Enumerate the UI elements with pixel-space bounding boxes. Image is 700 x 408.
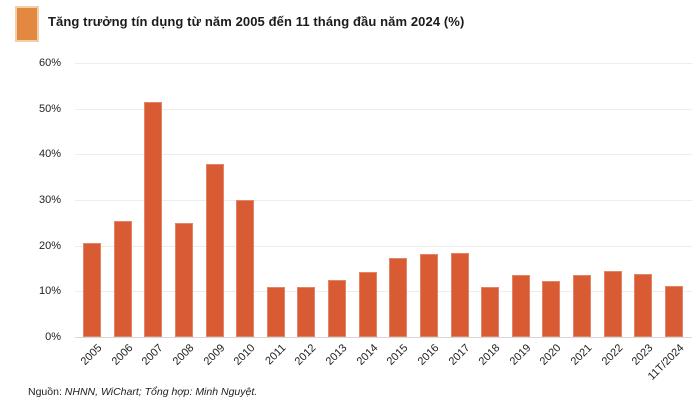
x-axis-line	[75, 337, 692, 338]
y-tick-label: 60%	[38, 57, 61, 69]
x-tick-label-2012: 2012	[293, 342, 319, 368]
y-tick-label: 40%	[38, 148, 61, 161]
x-tick-label-2022: 2022	[599, 342, 626, 368]
gridline	[75, 291, 692, 293]
chart-title: Tăng trưởng tín dụng từ năm 2005 đến 11 …	[48, 14, 465, 29]
bar-2020	[542, 281, 561, 337]
source-label: Nguồn:	[28, 386, 62, 398]
x-tick-label-2015: 2015	[384, 342, 411, 368]
bar-2005	[83, 243, 101, 337]
y-tick-label: 50%	[38, 102, 61, 115]
gridline	[75, 154, 692, 156]
x-tick-label-2013: 2013	[323, 342, 350, 368]
y-tick-label: 30%	[38, 194, 61, 206]
bar-2015	[389, 257, 408, 337]
bar-2014	[358, 272, 377, 337]
bar-2013	[328, 279, 347, 337]
bar-2018	[481, 287, 500, 337]
x-tick-label-2019: 2019	[507, 342, 534, 368]
y-tick-label: 20%	[38, 239, 61, 252]
gridline	[75, 63, 692, 64]
bar-2011	[266, 287, 285, 337]
bar-2008	[174, 222, 193, 337]
x-tick-label-2017: 2017	[446, 342, 473, 368]
bar-2022	[603, 271, 622, 337]
bar-2006	[113, 221, 132, 337]
legend-swatch-icon	[15, 6, 39, 42]
gridline	[75, 245, 692, 247]
plot-area	[75, 63, 692, 337]
y-tick-label: 0%	[45, 331, 61, 343]
bar-2010	[236, 200, 255, 337]
x-tick-label-2021: 2021	[568, 342, 595, 368]
x-tick-label-2020: 2020	[538, 342, 564, 368]
y-axis: 60% 50% 40% 30% 20% 10% 0%	[0, 57, 68, 343]
bar-2012	[297, 287, 316, 337]
bar-2019	[511, 274, 530, 337]
bar-2007	[144, 101, 163, 337]
x-tick-label-2023: 2023	[630, 342, 656, 368]
gridline	[75, 200, 692, 201]
bar-2016	[419, 253, 438, 337]
bar-2017	[450, 252, 469, 337]
x-tick-label-11T/2024: 11T/2024	[645, 342, 687, 383]
bar-2021	[573, 274, 592, 337]
gridline	[75, 108, 692, 110]
x-tick-label-2018: 2018	[476, 342, 503, 368]
x-tick-label-2014: 2014	[354, 342, 381, 368]
source-credit: NHNN, WiChart; Tổng hợp: Minh Nguyệt.	[61, 386, 258, 398]
x-tick-label-2016: 2016	[415, 342, 442, 368]
source-note: Nguồn: NHNN, WiChart; Tổng hợp: Minh Ngu…	[28, 386, 257, 398]
bar-2009	[205, 164, 224, 337]
bar-2023	[634, 273, 653, 337]
bar-11T/2024	[664, 286, 683, 337]
y-tick-label: 10%	[38, 285, 61, 298]
